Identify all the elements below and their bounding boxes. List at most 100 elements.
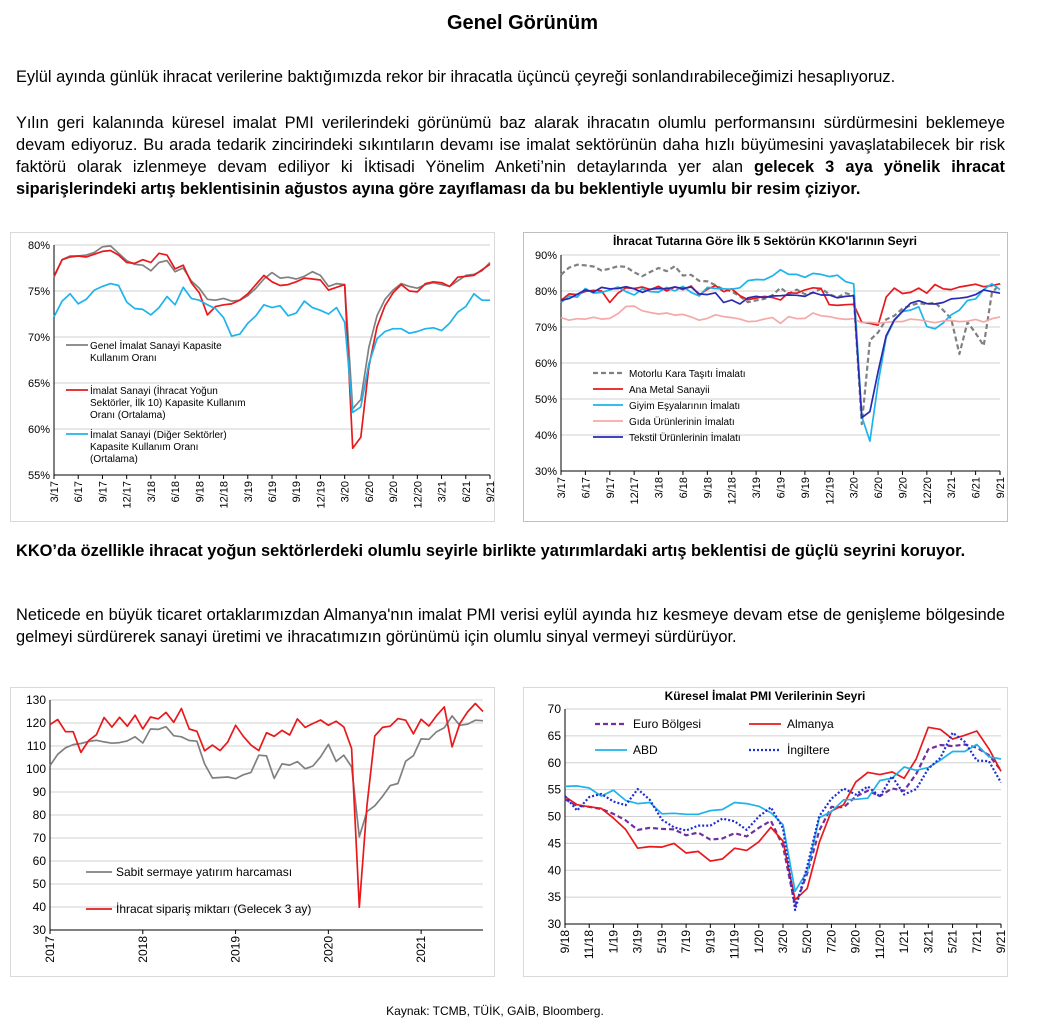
y-tick-label: 80%	[535, 286, 557, 298]
y-tick-label: 50	[33, 877, 47, 891]
x-tick-label: 12/18	[219, 481, 231, 509]
legend-label: Sabit sermaye yatırım harcaması	[116, 865, 292, 879]
x-tick-label: 6/20	[873, 477, 885, 498]
x-tick-label: 11/19	[728, 930, 742, 959]
paragraph-germany-pmi: Neticede en büyük ticaret ortaklarımızda…	[16, 606, 1005, 646]
y-tick-label: 40	[33, 900, 47, 914]
y-tick-label: 60%	[535, 358, 557, 370]
legend-label: Tekstil Ürünlerinin İmalatı	[629, 431, 741, 444]
series-line-3	[564, 743, 1002, 893]
series-line-2	[49, 702, 484, 909]
x-tick-label: 2019	[229, 936, 243, 963]
y-tick-label: 60%	[28, 424, 50, 436]
y-tick-label: 120	[26, 716, 46, 730]
y-tick-label: 30%	[535, 466, 557, 478]
series-line-4	[560, 305, 1001, 325]
x-tick-label: 3/19	[751, 477, 763, 498]
y-tick-label: 65%	[28, 378, 50, 390]
legend-label: Euro Bölgesi	[633, 717, 701, 731]
legend-label: İmalat Sanayi (İhracat Yoğun Sektörler, İ…	[90, 384, 246, 421]
legend-label: Almanya	[787, 717, 834, 731]
y-tick-label: 50	[548, 810, 562, 824]
x-tick-label: 2017	[43, 936, 57, 963]
x-tick-label: 12/18	[727, 477, 739, 505]
x-tick-label: 2020	[321, 936, 335, 963]
legend-label-line: Oranı (Ortalama)	[90, 410, 166, 421]
x-tick-label: 3/20	[340, 481, 352, 502]
chart-legend: Genel İmalat Sanayi Kapasite Kullanım Ora…	[66, 339, 246, 465]
x-tick-label: 9/19	[800, 477, 812, 498]
chart-investment-export-orders: 30 40 50 60 70 80 90 100 110 120 130 2017 2018 2019 20…	[10, 687, 495, 977]
x-tick-label: 6/17	[580, 477, 592, 498]
x-tick-label: 6/21	[461, 481, 473, 502]
x-tick-label: 12/17	[629, 477, 641, 505]
series-line-3	[53, 282, 490, 414]
chart-plot-group: İhracat Tutarına Göre İlk 5 Sektörün KKO…	[523, 232, 1008, 522]
x-tick-label: 12/19	[824, 477, 836, 505]
y-tick-label: 130	[26, 693, 46, 707]
series-line-3	[560, 268, 1001, 442]
chart-investment-export-orders-svg: 30 40 50 60 70 80 90 100 110 120 130 2017 2018 2019 20…	[10, 687, 495, 977]
y-tick-label: 90	[33, 785, 47, 799]
x-tick-label: 6/20	[364, 481, 376, 502]
series-line-2	[564, 726, 1002, 901]
series-line-1	[53, 245, 491, 410]
x-tick-label: 9/19	[291, 481, 303, 502]
x-tick-label: 6/21	[971, 477, 983, 498]
x-tick-label: 2021	[414, 936, 428, 963]
legend-label-line: Genel İmalat Sanayi Kapasite	[90, 339, 222, 352]
x-tick-label: 3/21	[946, 477, 958, 498]
x-tick-label: 9/18	[702, 477, 714, 498]
y-tick-label: 100	[26, 762, 46, 776]
chart-plot-group: 55% 60% 65% 70% 75% 80% 3/17 6/17 9/17 12/17 3/18 6…	[10, 232, 497, 522]
y-tick-label: 50%	[535, 394, 557, 406]
legend-label: İmalat Sanayi (Diğer Sektörler) Kapasite …	[90, 428, 227, 465]
x-tick-label: 9/20	[897, 477, 909, 498]
chart-capacity-utilization: 55% 60% 65% 70% 75% 80% 3/17 6/17 9/17 12/17 3/18 6…	[10, 232, 497, 522]
x-tick-label: 3/20	[849, 477, 861, 498]
x-tick-label: 6/18	[678, 477, 690, 498]
source-note: Kaynak: TCMB, TÜİK, GAİB, Bloomberg.	[386, 1004, 604, 1018]
y-tick-label: 45	[548, 836, 562, 850]
y-tick-label: 80%	[28, 240, 50, 252]
chart-capacity-utilization-svg: 55% 60% 65% 70% 75% 80% 3/17 6/17 9/17 12/17 3/18 6…	[10, 232, 497, 522]
x-tick-label: 6/19	[267, 481, 279, 502]
x-tick-label: 9/21	[995, 477, 1007, 498]
x-tick-label: 5/20	[800, 930, 814, 954]
paragraph-kko: KKO’da özellikle ihracat yoğun sektörler…	[16, 542, 966, 560]
y-tick-label: 70%	[28, 332, 50, 344]
chart-legend: Euro Bölgesi Almanya ABD İngiltere	[595, 717, 834, 757]
y-tick-label: 65	[548, 729, 562, 743]
chart-title: İhracat Tutarına Göre İlk 5 Sektörün KKO…	[613, 233, 917, 248]
legend-label-line: İmalat Sanayi (Diğer Sektörler)	[90, 428, 227, 441]
chart-top5-sector-kko-svg: İhracat Tutarına Göre İlk 5 Sektörün KKO…	[523, 232, 1008, 522]
y-tick-label: 110	[27, 739, 46, 753]
series-line-2	[53, 249, 491, 450]
x-tick-label: 9/17	[97, 481, 109, 502]
x-tick-label: 11/18	[582, 930, 596, 959]
chart-global-pmi-svg: Küresel İmalat PMI Verilerinin Seyri 30 35…	[523, 687, 1008, 977]
legend-label-line: Kullanım Oranı	[90, 353, 157, 364]
y-tick-label: 55%	[28, 470, 50, 482]
y-tick-label: 40%	[535, 430, 557, 442]
paragraph-outlook-bold: gelecek 3 aya yönelik ihracat siparişler…	[16, 158, 1005, 198]
x-tick-label: 3/17	[49, 481, 61, 502]
legend-label-line: İmalat Sanayi (İhracat Yoğun	[90, 384, 218, 397]
chart-frame	[10, 687, 495, 977]
y-tick-label: 35	[548, 890, 562, 904]
x-tick-label: 3/20	[776, 930, 790, 954]
y-tick-label: 75%	[28, 286, 50, 298]
chart-frame	[10, 232, 495, 522]
x-tick-label: 11/20	[873, 930, 887, 959]
series-line-5	[560, 285, 1001, 419]
x-tick-label: 6/17	[73, 481, 85, 502]
series-line-4	[564, 731, 1002, 912]
x-tick-label: 3/21	[437, 481, 449, 502]
page-title: Genel Görünüm	[446, 12, 599, 34]
y-tick-label: 70	[33, 831, 47, 845]
chart-plot-group: Küresel İmalat PMI Verilerinin Seyri 30 35…	[523, 687, 1008, 977]
chart-legend: Motorlu Kara Taşıtı İmalatı Ana Metal San…	[593, 367, 746, 444]
x-tick-label: 1/20	[752, 930, 766, 954]
legend-label: İhracat sipariş miktarı (Gelecek 3 ay)	[116, 902, 311, 916]
x-tick-label: 2018	[136, 936, 150, 963]
